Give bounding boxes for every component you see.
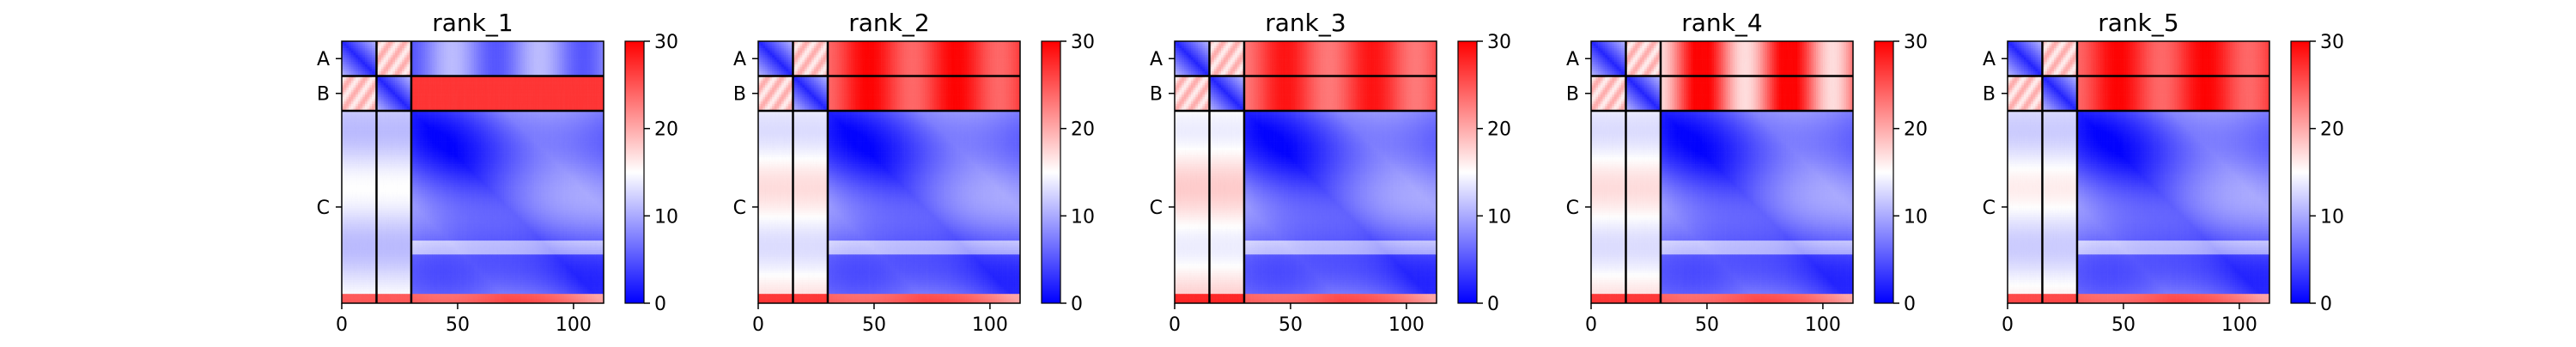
pae-panel-1: rank_1ABC0 50 1000102030: [317, 9, 678, 336]
